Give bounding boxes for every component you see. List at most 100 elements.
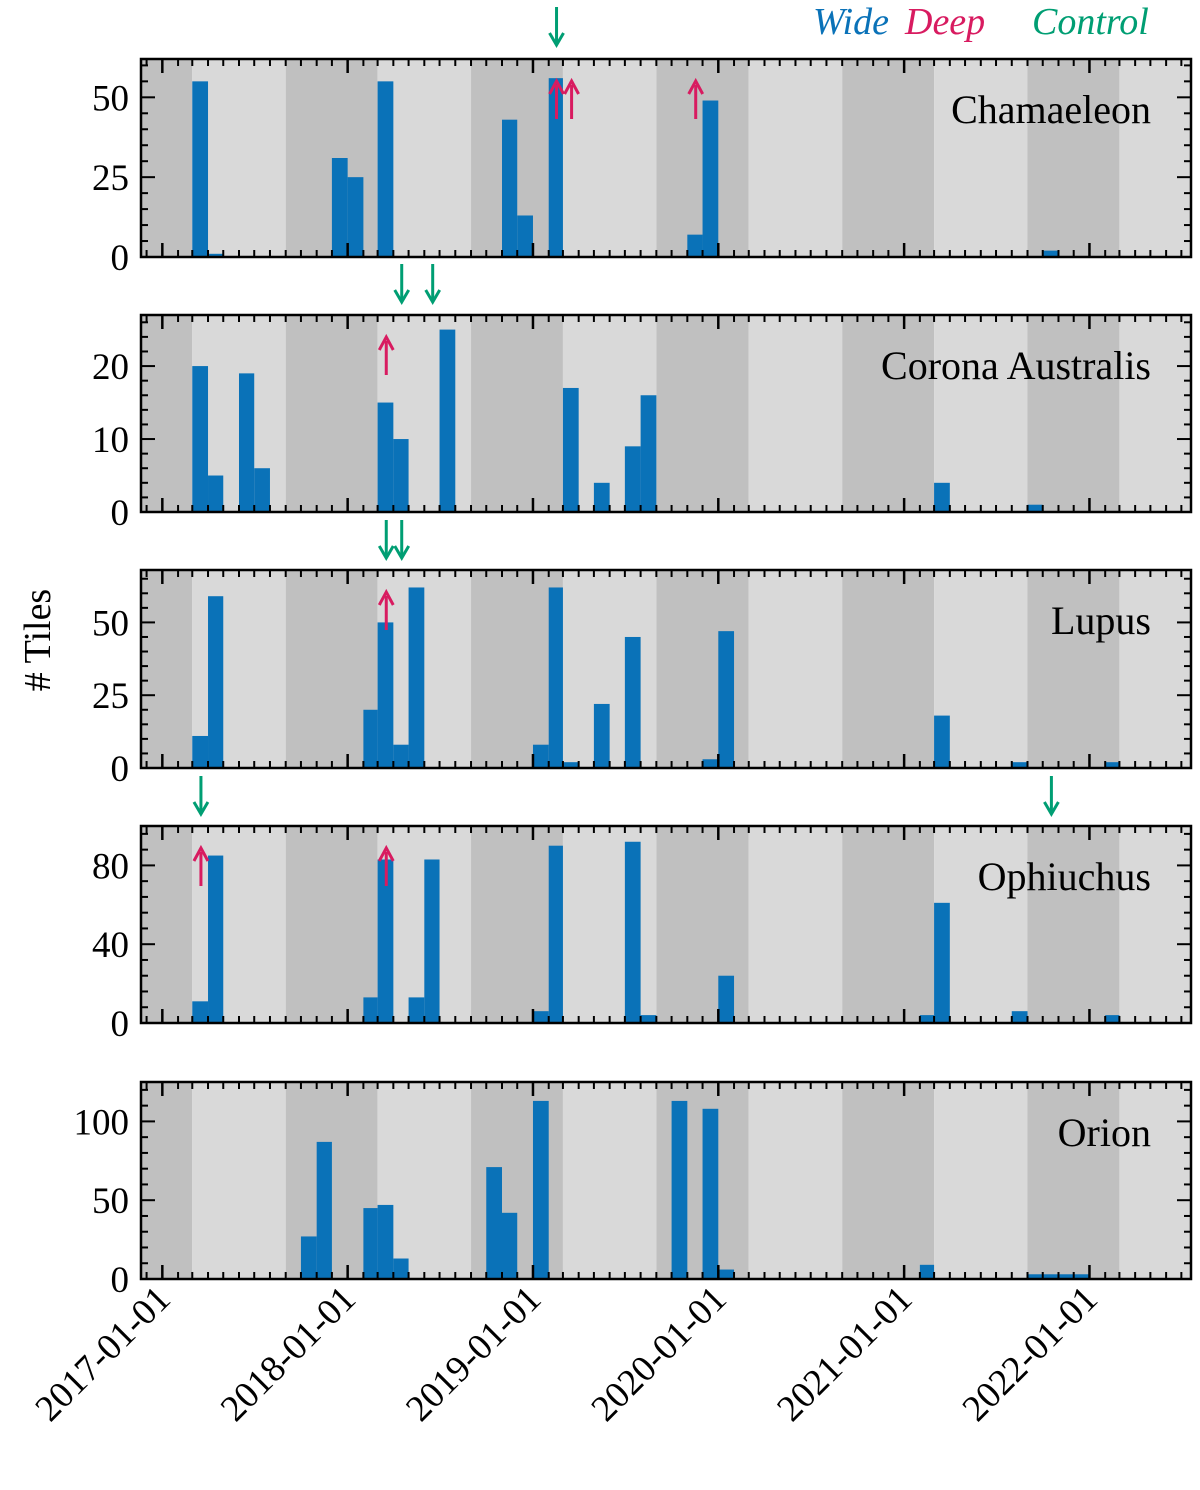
bar bbox=[502, 119, 518, 257]
legend-wide: Wide bbox=[813, 1, 889, 43]
x-axis-labels: 2017-01-01 2018-01-01 2019-01-01 2020-01-01… bbox=[28, 1278, 1106, 1429]
bar bbox=[624, 841, 641, 1023]
bar bbox=[363, 1208, 378, 1279]
y-tick-label: 0 bbox=[111, 1260, 130, 1301]
bar bbox=[1042, 250, 1059, 257]
season-band bbox=[471, 826, 563, 1023]
bar bbox=[208, 855, 224, 1023]
season-band bbox=[285, 826, 378, 1023]
bar bbox=[934, 482, 950, 512]
bar bbox=[532, 1100, 549, 1279]
season-band bbox=[192, 1082, 286, 1279]
deep-arrow bbox=[687, 77, 705, 119]
legend: Wide Deep Control bbox=[813, 1, 1149, 43]
season-band bbox=[934, 315, 1028, 512]
bar bbox=[192, 81, 209, 258]
season-band bbox=[141, 315, 193, 512]
bar bbox=[208, 253, 224, 257]
season-band bbox=[141, 570, 193, 768]
bar bbox=[593, 482, 610, 512]
control-arrow bbox=[192, 776, 210, 817]
deep-arrow bbox=[563, 77, 580, 119]
bar bbox=[934, 902, 950, 1023]
bar bbox=[1011, 762, 1028, 768]
bar bbox=[254, 468, 270, 512]
bar bbox=[316, 1141, 332, 1279]
season-band bbox=[842, 315, 935, 512]
season-band bbox=[842, 570, 935, 768]
season-band bbox=[842, 826, 935, 1023]
bar bbox=[548, 587, 563, 768]
bar bbox=[702, 1108, 719, 1279]
y-tick-label: 40 bbox=[92, 925, 129, 966]
panel-name: Corona Australis bbox=[881, 343, 1151, 388]
panel-name: Lupus bbox=[1051, 598, 1151, 643]
bar bbox=[934, 715, 950, 768]
bar bbox=[393, 439, 409, 512]
bar bbox=[192, 735, 209, 768]
deep-arrow bbox=[377, 844, 395, 886]
bar bbox=[919, 1264, 935, 1279]
bar bbox=[1105, 1015, 1120, 1023]
bar bbox=[624, 636, 641, 768]
y-tick-label: 25 bbox=[92, 158, 129, 199]
bar bbox=[192, 366, 209, 512]
bar bbox=[238, 373, 255, 512]
y-tick-label: 0 bbox=[111, 749, 130, 790]
legend-deep: Deep bbox=[904, 1, 985, 43]
panel-frame bbox=[139, 568, 1193, 770]
y-axis-label: # Tiles bbox=[17, 589, 59, 691]
y-tick-label: 50 bbox=[92, 603, 129, 644]
season-band bbox=[748, 570, 843, 768]
bar bbox=[377, 402, 394, 512]
bar bbox=[593, 703, 610, 768]
bar bbox=[671, 1100, 688, 1279]
deep-arrow bbox=[377, 588, 395, 630]
season-band bbox=[471, 570, 563, 768]
bar bbox=[424, 859, 440, 1023]
bar bbox=[702, 100, 719, 257]
season-band bbox=[934, 59, 1028, 257]
season-band bbox=[748, 1082, 843, 1279]
bar bbox=[408, 997, 425, 1023]
y-tick-label: 100 bbox=[74, 1102, 130, 1143]
y-tick-label: 10 bbox=[92, 420, 129, 461]
season-band bbox=[1027, 570, 1120, 768]
season-band bbox=[748, 59, 843, 257]
legend-control: Control bbox=[1032, 1, 1149, 43]
season-band bbox=[842, 1082, 935, 1279]
bar bbox=[208, 596, 224, 768]
season-band bbox=[1027, 826, 1120, 1023]
season-band bbox=[1027, 59, 1120, 257]
y-tick-label: 0 bbox=[111, 493, 130, 534]
season-band bbox=[748, 826, 843, 1023]
bar bbox=[517, 215, 533, 257]
x-tick-label: 2021-01-01 bbox=[769, 1278, 920, 1429]
y-tick-label: 0 bbox=[111, 238, 130, 279]
panel-frame bbox=[139, 313, 1193, 514]
bar bbox=[300, 1236, 317, 1279]
season-band bbox=[1119, 315, 1191, 512]
panel-name: Orion bbox=[1058, 1110, 1151, 1155]
bar bbox=[408, 587, 425, 768]
season-band bbox=[656, 570, 749, 768]
bar bbox=[363, 709, 378, 768]
deep-arrow bbox=[192, 844, 210, 886]
season-band bbox=[748, 315, 843, 512]
season-band bbox=[934, 1082, 1028, 1279]
bar bbox=[718, 1269, 735, 1279]
bar bbox=[1027, 504, 1043, 512]
season-band bbox=[1119, 1082, 1191, 1279]
bar bbox=[718, 975, 735, 1023]
bar bbox=[640, 1015, 657, 1023]
season-band bbox=[141, 826, 193, 1023]
season-band bbox=[285, 59, 378, 257]
panel-name: Chamaeleon bbox=[951, 87, 1151, 132]
season-band bbox=[842, 59, 935, 257]
bar bbox=[377, 81, 394, 258]
control-arrow bbox=[393, 520, 411, 561]
season-band bbox=[1119, 826, 1191, 1023]
bar bbox=[377, 859, 394, 1023]
season-band bbox=[562, 1082, 657, 1279]
